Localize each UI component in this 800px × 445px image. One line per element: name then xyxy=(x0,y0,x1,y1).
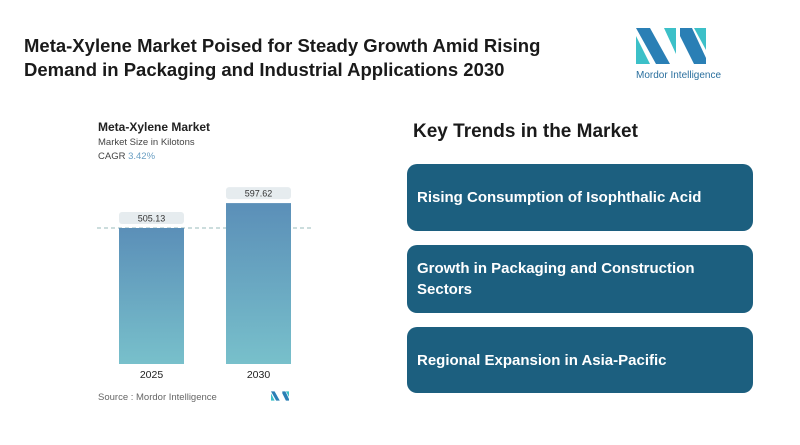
trend-card-3: Regional Expansion in Asia-Pacific xyxy=(407,327,753,393)
chart-subtitle: Market Size in Kilotons xyxy=(98,137,195,148)
value-label: 505.13 xyxy=(138,214,166,224)
chart-title: Meta-Xylene Market xyxy=(98,120,211,134)
mordor-logo-icon xyxy=(636,28,706,64)
mordor-small-logo-icon xyxy=(271,391,289,401)
cagr-label: CAGR xyxy=(98,151,126,162)
bar-2030 xyxy=(226,203,291,364)
cagr: CAGR 3.42% xyxy=(98,151,155,162)
trend-text: Rising Consumption of Isophthalic Acid xyxy=(417,189,702,206)
value-label-bg xyxy=(226,187,291,200)
trend-card-2: Growth in Packaging and Construction Sec… xyxy=(407,245,753,313)
source-note: Source : Mordor Intelligence xyxy=(98,392,217,403)
trend-text: Regional Expansion in Asia-Pacific xyxy=(417,351,667,369)
x-tick-label: 2025 xyxy=(140,369,164,381)
trend-card-1: Rising Consumption of Isophthalic Acid xyxy=(407,164,753,231)
value-label: 597.62 xyxy=(245,189,273,199)
mordor-logo: Mordor Intelligence xyxy=(636,28,726,81)
trends-heading: Key Trends in the Market xyxy=(413,121,638,142)
x-tick-label: 2030 xyxy=(247,369,271,381)
page-title: Meta-Xylene Market Poised for Steady Gro… xyxy=(24,35,541,80)
bar-2025 xyxy=(119,228,184,364)
logo-text: Mordor Intelligence xyxy=(636,70,722,81)
value-label-bg xyxy=(119,212,184,224)
cagr-value: 3.42% xyxy=(128,151,156,162)
trend-text: Growth in Packaging and Construction Sec… xyxy=(417,260,695,298)
